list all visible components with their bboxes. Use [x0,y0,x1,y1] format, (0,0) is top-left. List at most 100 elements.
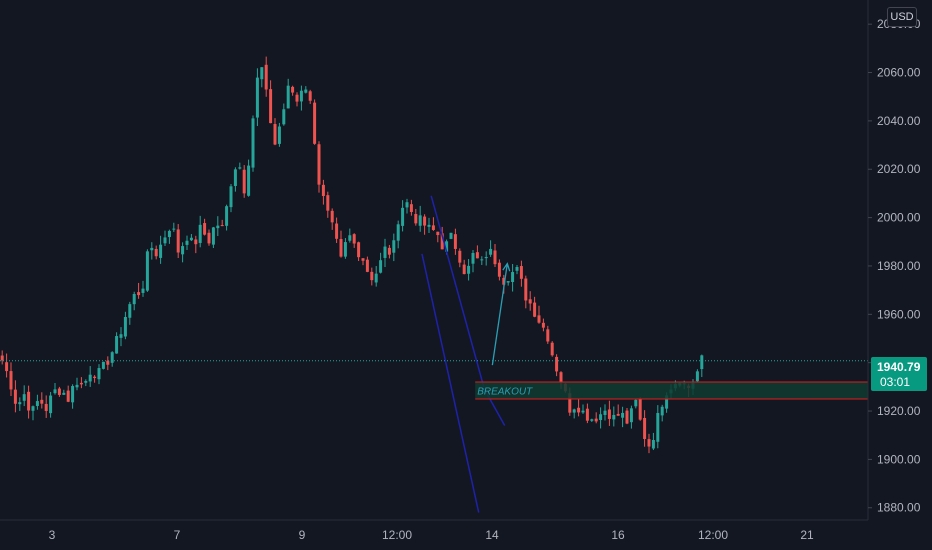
upper-channel-line[interactable] [430,195,486,390]
chart-annotations: BREAKOUT [421,195,868,513]
candle-body [594,418,598,422]
candle-body [154,248,158,257]
candle-body [308,91,312,101]
candle-body [480,259,484,261]
candle-body [255,77,259,118]
candle-body [405,202,409,208]
candle-body [343,242,347,257]
candle-body [295,94,299,102]
candle-body [638,398,642,420]
candle-body [414,214,418,224]
x-tick-label: 12:00 [382,528,412,542]
y-tick-label: 1880.00 [877,501,921,515]
candle-body [418,215,422,226]
candle-body [264,64,268,90]
x-tick-label: 3 [49,528,56,542]
candle-body [629,408,633,423]
candle-body [220,225,224,227]
candle-body [656,413,660,442]
arrow-head [502,262,511,272]
candle-body [528,299,532,304]
candle-body [431,225,435,230]
candle-body [568,393,572,413]
candle-body [88,374,92,382]
candle-body [621,412,625,418]
candle-body [616,413,620,416]
candle-body [75,384,79,388]
candle-body [449,232,453,239]
candle-body [453,234,457,249]
candle-body [229,186,233,208]
y-tick-label: 1960.00 [877,307,921,321]
candle-body [93,376,97,379]
candle-body [132,293,136,305]
candle-body [106,360,110,365]
candle-body [330,210,334,223]
candle-body [436,231,440,236]
candle-body [304,89,308,93]
candle-body [651,440,655,449]
candle-body [326,195,330,211]
candle-body [247,165,251,196]
candle-body [5,362,9,372]
candle-body [612,414,616,420]
currency-button[interactable]: USD [887,7,917,27]
candle-body [0,355,4,361]
candle-body [84,381,88,383]
candle-body [141,288,145,293]
candle-body [225,206,229,226]
candle-body [167,230,171,238]
candle-body [269,89,273,124]
price-axis[interactable]: 1880.001900.001920.001940.001960.001980.… [867,0,932,520]
candle-body [541,322,545,328]
candle-body [387,247,391,255]
candle-body [502,277,506,285]
candle-body [660,406,664,416]
candle-body [194,239,198,245]
y-tick-label: 2060.00 [877,66,921,80]
candle-body [71,386,75,403]
candle-body [13,389,17,404]
candle-body [361,258,365,261]
candle-body [260,67,264,80]
candle-body [533,302,537,317]
candle-body [352,234,356,244]
candle-body [317,144,321,185]
candle-body [396,224,400,241]
last-price-tag: 1940.79 03:01 [871,357,927,391]
candle-body [53,389,57,394]
candle-body [203,223,207,235]
candle-body [119,334,123,338]
y-tick-label: 2040.00 [877,114,921,128]
candle-body [445,241,449,252]
candle-body [22,394,26,401]
candle-body [291,86,295,93]
candle-body [374,273,378,283]
candle-body [207,232,211,244]
candle-body [383,246,387,258]
candle-body [49,395,53,414]
candle-body [577,407,581,413]
y-tick-label: 2020.00 [877,162,921,176]
candle-body [18,402,22,405]
candle-body [137,292,141,296]
y-tick-label: 1900.00 [877,452,921,466]
lower-channel-line[interactable] [421,253,480,513]
candle-body [348,235,352,241]
x-tick-label: 7 [174,528,181,542]
candle-body [189,237,193,241]
candle-body [665,395,669,409]
candle-body [497,262,501,277]
candle-body [700,355,704,370]
candle-body [440,233,444,250]
candle-body [335,223,339,239]
candle-body [370,271,374,281]
time-axis[interactable]: 3 7 9 12:00 14 16 12:00 21 [0,519,932,550]
target-arrow[interactable] [491,263,508,366]
breakout-zone[interactable] [475,382,868,399]
candle-body [599,414,603,421]
candle-body [299,90,303,102]
candle-body [401,207,405,226]
candle-body [44,403,48,411]
